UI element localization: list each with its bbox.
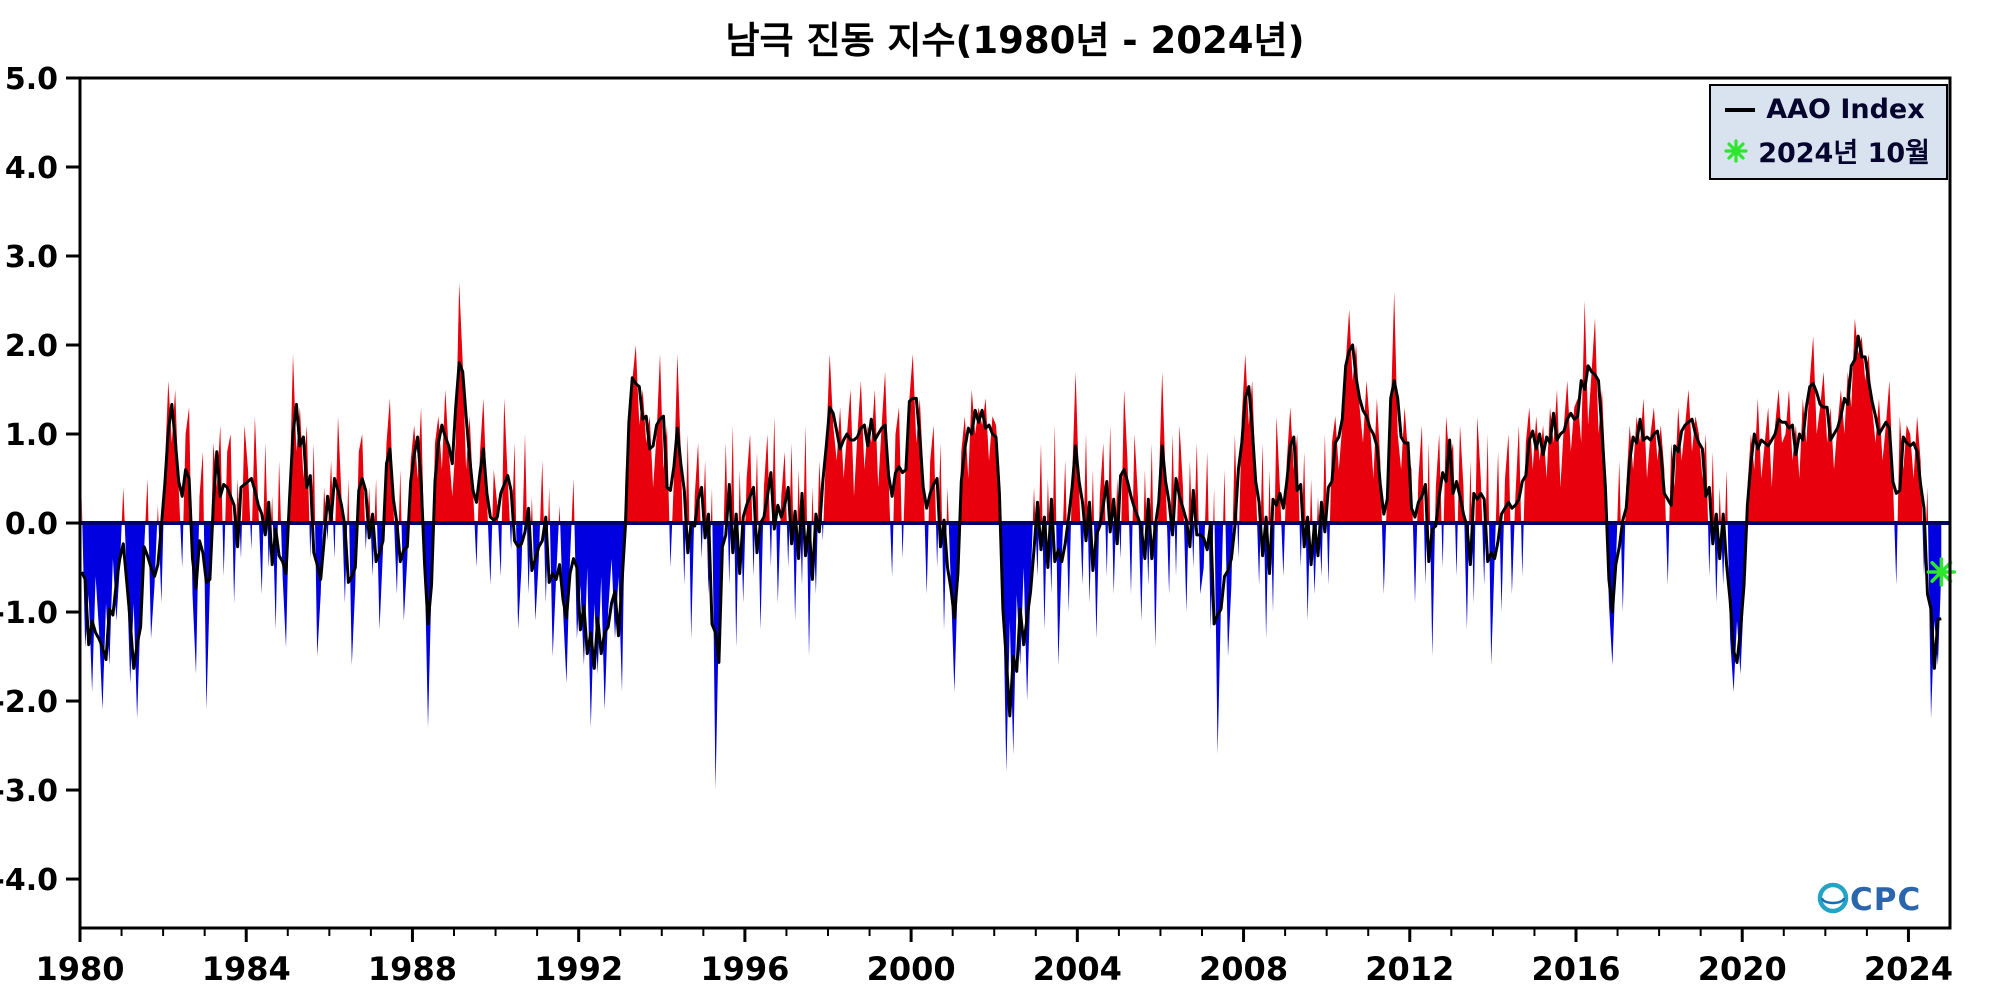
x-tick-label: 1996 — [700, 950, 789, 988]
chart-legend: AAO Index 2024년 10월 — [1709, 84, 1948, 180]
x-tick-label: 2016 — [1531, 950, 1620, 988]
cpc-logo-graphic: CPC — [1817, 882, 1921, 918]
legend-oct-2024-label: 2024년 10월 — [1758, 138, 1930, 169]
plot-border — [78, 76, 1952, 930]
x-tick-label: 2012 — [1365, 950, 1454, 988]
x-tick-label: 1980 — [35, 950, 124, 988]
y-tick-label: -1.0 — [0, 596, 58, 631]
y-axis: 5.0 4.0 3.0 2.0 1.0 0.0 -1.0 -2.0 -3.0 -4.0 — [0, 62, 80, 898]
chart-title: 남극 진동 지수(1980년 - 2024년) — [725, 19, 1305, 62]
y-tick-label: -2.0 — [0, 685, 58, 720]
star-swatch-icon — [1724, 138, 1748, 163]
negative-anomaly-area — [82, 523, 1942, 790]
x-tick-label: 2004 — [1033, 950, 1122, 988]
legend-entry-oct-2024: 2024년 10월 — [1723, 131, 1930, 170]
x-tick-label: 2008 — [1199, 950, 1288, 988]
y-tick-label: 2.0 — [5, 329, 58, 364]
x-tick-label: 1988 — [368, 950, 457, 988]
y-tick-label: -4.0 — [0, 863, 58, 898]
globe-icon — [1817, 882, 1849, 914]
x-axis: 1980 1984 1988 1992 1996 2000 2004 2008 2012 2016… — [35, 928, 1953, 988]
aao-index-line — [80, 334, 1942, 718]
cpc-logo-text: CPC — [1850, 882, 1921, 918]
x-tick-label: 2024 — [1864, 950, 1953, 988]
x-tick-label: 1992 — [534, 950, 623, 988]
globe-equator-line — [1820, 897, 1846, 905]
y-tick-label: 1.0 — [5, 418, 58, 453]
positive-anomaly-area — [81, 282, 1942, 524]
y-tick-label: 4.0 — [5, 151, 58, 186]
legend-aao-index-label: AAO Index — [1766, 94, 1925, 125]
y-tick-label: -3.0 — [0, 774, 58, 809]
y-tick-label: 0.0 — [5, 507, 58, 542]
x-tick-label: 2000 — [867, 950, 956, 988]
legend-entry-aao-index: AAO Index — [1723, 94, 1930, 125]
x-tick-label: 1984 — [202, 950, 291, 988]
cpc-logo: CPC — [1816, 874, 1946, 922]
y-tick-label: 3.0 — [5, 240, 58, 275]
y-tick-label: 5.0 — [5, 62, 58, 97]
line-swatch-icon — [1725, 107, 1756, 112]
x-tick-label: 2020 — [1698, 950, 1787, 988]
